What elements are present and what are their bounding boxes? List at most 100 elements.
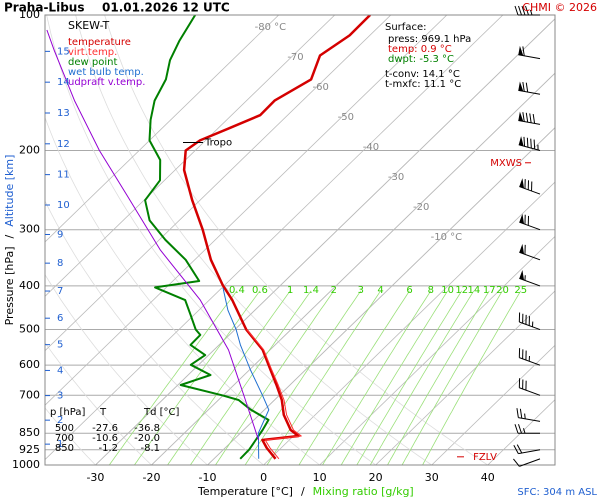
barb-feather [518, 424, 522, 434]
mixing-ratio-line [369, 290, 475, 465]
table-cell: -1.2 [98, 443, 118, 454]
mixing-ratio-line [401, 290, 503, 465]
x-tick-label: 0 [260, 471, 267, 484]
surface-line: press: 969.1 hPa [388, 34, 471, 45]
barb-feather [516, 444, 523, 454]
datetime: 01.01.2026 12 UTC [102, 1, 230, 15]
y-axis-title: Pressure [hPa] / Altitude [km] [3, 155, 16, 326]
wind-barb [519, 213, 541, 231]
table-cell: 700 [55, 433, 74, 444]
mixing-ratio-line [356, 290, 463, 465]
mixing-ratio-label: 0.6 [252, 285, 268, 296]
y-tick-label: 925 [19, 443, 40, 456]
table-header: p [hPa] [50, 407, 85, 418]
isotherm-label: -40 [363, 142, 379, 153]
barb-feather [521, 5, 526, 16]
surface-line: temp: 0.9 °C [388, 44, 452, 55]
barb-feather [513, 458, 520, 467]
isotherm [45, 15, 504, 461]
isotherm [45, 15, 448, 406]
wind-barb [519, 243, 541, 261]
marker-label: Tropo [204, 137, 232, 148]
altitude-label: 12 [57, 139, 70, 150]
wind-barb [518, 348, 541, 366]
y-label-sep: / [3, 234, 16, 238]
barb-feather [529, 113, 532, 123]
mixing-ratio-line [322, 290, 432, 465]
legend-entry: wet bulb temp. [68, 67, 144, 78]
sounding-curve [144, 15, 270, 460]
barb-feather [522, 82, 525, 92]
credit: CHMI © 2026 [522, 1, 597, 14]
wind-barb [514, 5, 540, 16]
x-tick-label: -30 [86, 471, 104, 484]
isotherm [263, 181, 555, 465]
x2-label: Mixing ratio [g/kg] [313, 485, 414, 498]
level-marker: MXWS [490, 158, 531, 169]
altitude-label: 5 [57, 340, 63, 351]
y-tick-label: 400 [19, 279, 40, 292]
wind-barb [518, 312, 541, 331]
dry-adiabat [45, 342, 152, 465]
barb-staff [519, 387, 541, 396]
table-header: T [99, 407, 107, 418]
isotherm [95, 18, 555, 465]
mixing-ratio-line [422, 290, 522, 465]
sounding-curve [246, 329, 302, 460]
barb-staff [518, 144, 541, 151]
barb-feather [523, 136, 526, 147]
barb-feather [516, 408, 519, 418]
isotherm-label: -20 [413, 202, 429, 213]
isotherm-label: -30 [388, 172, 404, 183]
altitude-label: 1 [57, 439, 63, 450]
wind-barb [513, 444, 541, 455]
barb-feather [514, 424, 519, 434]
isotherm-label: -60 [312, 82, 328, 93]
x-label-sep: / [301, 485, 305, 498]
barb-feather [530, 138, 532, 149]
barb-half [523, 428, 526, 434]
mixing-ratio-line [266, 290, 381, 465]
barb-staff [518, 449, 541, 455]
mixing-ratio-label: 12 [455, 285, 468, 296]
barb-pennant [518, 111, 524, 122]
barb-feather [532, 113, 536, 124]
barb-feather [513, 445, 519, 454]
wind-barb [514, 424, 540, 434]
plot-frame [44, 14, 556, 466]
barb-pennant [518, 81, 524, 92]
isotherm [431, 344, 555, 465]
mixing-ratio-label: 6 [406, 285, 412, 296]
mixing-ratio-label: 25 [514, 285, 527, 296]
wind-barb [519, 269, 541, 287]
isotherm-label: -70 [287, 52, 303, 63]
mixing-ratio-label: 0.4 [229, 285, 245, 296]
station-title: Praha-Libus [4, 1, 84, 15]
mixing-ratio-line [134, 290, 261, 465]
mixing-ratio-label: 1 [287, 285, 293, 296]
sounding-curve [222, 287, 270, 459]
barb-staff [519, 321, 541, 331]
barb-pennant [518, 136, 524, 147]
altitude-label: 6 [57, 313, 63, 324]
x-label: Temperature [°C] [197, 485, 293, 498]
surface-line: t-mxfc: 11.1 °C [385, 79, 461, 90]
marker-label: FZLV [473, 452, 497, 463]
altitude-label: 3 [57, 391, 63, 402]
wind-barb [518, 45, 541, 60]
barb-feather [522, 46, 525, 56]
y-tick-label: 700 [19, 388, 40, 401]
legend-entry: virt.temp. [68, 47, 117, 58]
table-cell: -10.6 [92, 433, 118, 444]
barb-staff [519, 458, 541, 467]
barb-feather [519, 408, 523, 419]
wind-barb [518, 81, 541, 95]
barb-pennant [519, 213, 525, 224]
mixing-ratio-label: 8 [428, 285, 434, 296]
barb-feather [526, 137, 529, 148]
altitude-label: 14 [57, 77, 70, 88]
table-cell: -36.8 [134, 423, 160, 434]
mixing-ratio-label: 20 [496, 285, 509, 296]
mixing-ratio-line [167, 290, 291, 465]
altitude-label: 15 [57, 46, 70, 57]
